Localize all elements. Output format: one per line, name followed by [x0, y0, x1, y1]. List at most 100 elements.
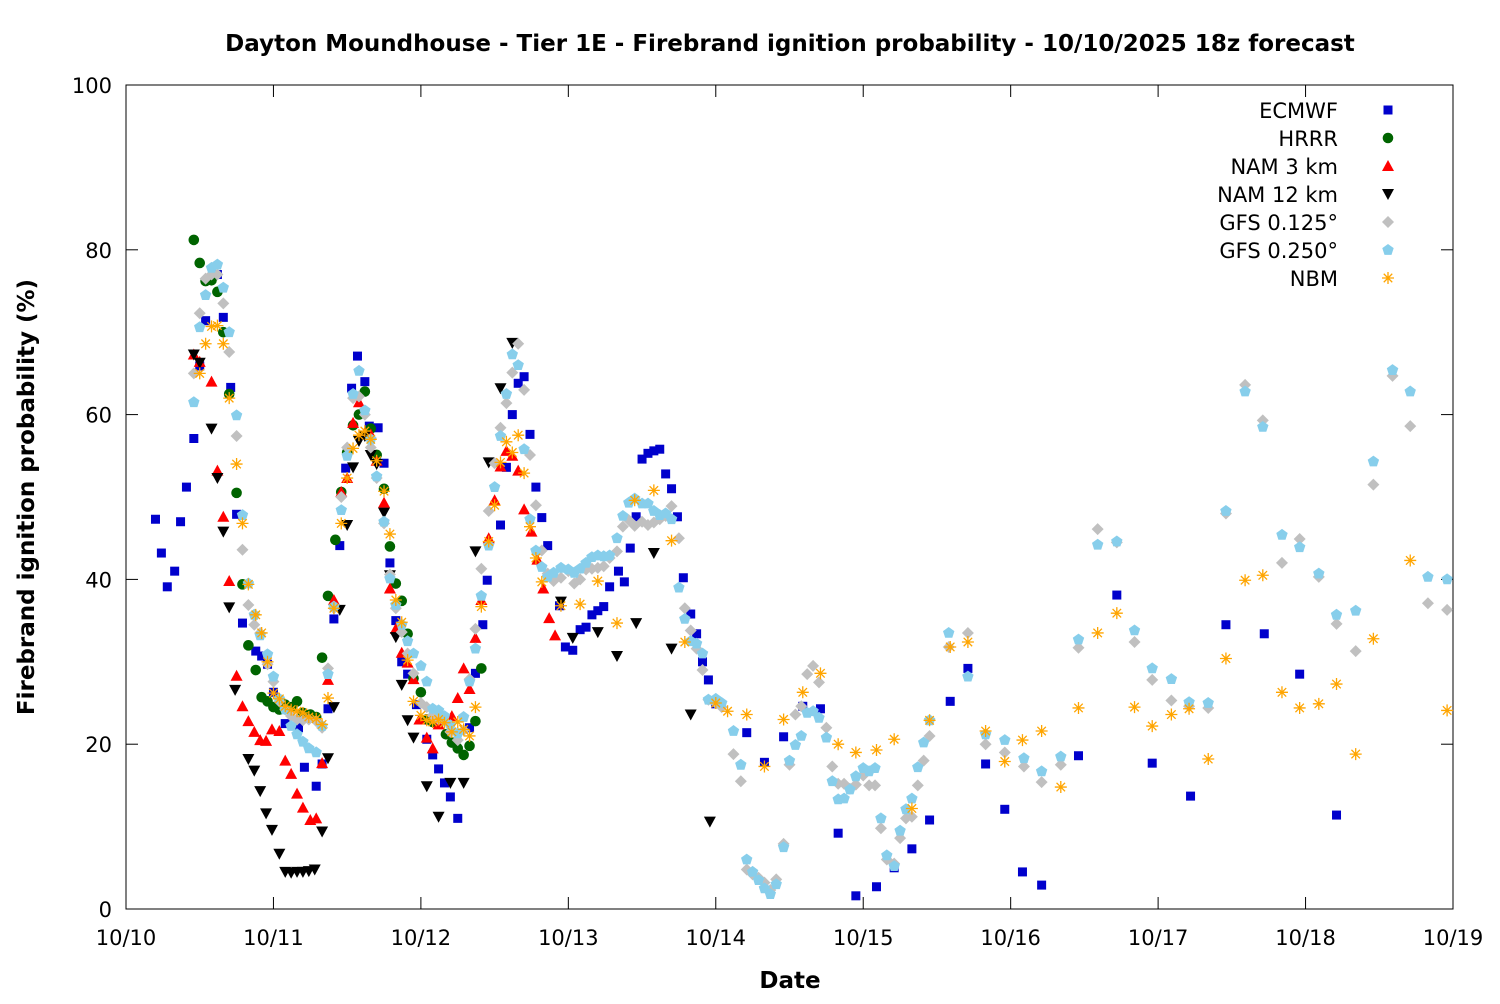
- legend: ECMWF HRRR NAM 3 km NAM 12 km GFS 0.125° GFS …: [1217, 99, 1394, 291]
- data-point-ecmwf: [379, 458, 389, 468]
- data-point-nbm: [1054, 781, 1067, 794]
- data-point-nbm: [647, 484, 660, 497]
- data-point-ecmwf: [385, 558, 395, 568]
- data-point-nbm: [758, 760, 771, 773]
- data-point-gfs-0-250: [463, 675, 476, 687]
- data-point-gfs-0-125: [1293, 533, 1306, 546]
- legend-label-gfs-0-125: GFS 0.125°: [1219, 211, 1338, 235]
- data-point-nbm: [665, 534, 678, 547]
- data-point-ecmwf: [981, 759, 991, 769]
- data-point-gfs-0-250: [500, 388, 513, 399]
- data-point-gfs-0-250: [789, 739, 802, 750]
- data-point-ecmwf: [201, 316, 211, 326]
- data-point-gfs-0-250: [869, 762, 881, 773]
- data-point-nbm: [296, 706, 309, 719]
- data-point-nam-3-km: [549, 629, 562, 641]
- data-point-gfs-0-250: [353, 364, 365, 376]
- data-point-ecmwf: [1017, 867, 1027, 877]
- data-point-ecmwf: [428, 750, 438, 760]
- data-point-gfs-0-125: [518, 383, 531, 396]
- data-point-gfs-0-250: [335, 504, 347, 515]
- data-point-nbm: [273, 692, 286, 705]
- data-point-ecmwf: [445, 792, 455, 802]
- data-point-gfs-0-125: [597, 560, 610, 573]
- data-point-ecmwf: [226, 382, 236, 392]
- data-point-nam-12-km: [364, 449, 377, 461]
- data-point-ecmwf: [170, 566, 180, 576]
- data-point-nam-12-km: [647, 548, 660, 560]
- data-point-gfs-0-250: [347, 388, 359, 399]
- data-point-nbm: [500, 435, 513, 448]
- data-point-gfs-0-250: [194, 321, 206, 333]
- data-point-nam-12-km: [432, 811, 445, 823]
- x-tick-label: 10/14: [686, 926, 747, 950]
- data-point-gfs-0-250: [267, 670, 280, 682]
- data-point-gfs-0-250: [536, 561, 548, 572]
- data-point-hrrr: [458, 749, 469, 761]
- data-point-nam-12-km: [684, 709, 697, 721]
- data-point-nbm: [407, 695, 420, 708]
- data-point-gfs-0-250: [764, 888, 776, 899]
- data-point-ecmwf: [1221, 620, 1231, 630]
- data-point-gfs-0-250: [611, 532, 623, 544]
- data-point-nam-3-km: [273, 725, 286, 737]
- legend-marker-nam-3-km: [1382, 160, 1394, 171]
- data-point-hrrr: [194, 257, 206, 269]
- data-point-nbm: [236, 517, 249, 530]
- data-point-gfs-0-125: [1091, 523, 1104, 536]
- data-point-gfs-0-125: [1146, 673, 1159, 686]
- data-point-ecmwf: [347, 383, 357, 393]
- data-point-nam-3-km: [378, 496, 391, 508]
- legend-label-nam-3-km: NAM 3 km: [1230, 155, 1338, 179]
- data-point-ecmwf: [672, 512, 682, 522]
- data-point-gfs-0-125: [979, 738, 992, 751]
- data-point-gfs-0-250: [506, 348, 518, 360]
- data-point-gfs-0-250: [673, 581, 685, 593]
- data-point-gfs-0-250: [999, 734, 1011, 745]
- data-point-gfs-0-125: [1017, 760, 1030, 773]
- data-point-nbm: [395, 616, 408, 629]
- data-point-nbm: [1202, 753, 1215, 766]
- x-axis-label: Date: [759, 968, 820, 994]
- data-point-gfs-0-250: [741, 853, 753, 865]
- data-point-ecmwf: [150, 514, 160, 524]
- data-point-gfs-0-250: [341, 449, 353, 461]
- data-point-ecmwf: [360, 377, 370, 387]
- data-point-nam-12-km: [378, 507, 391, 519]
- data-point-ecmwf: [625, 543, 635, 553]
- data-point-nbm: [610, 617, 623, 630]
- data-point-nbm: [961, 636, 974, 649]
- data-point-nam-12-km: [187, 349, 200, 361]
- series-ecmwf: [150, 270, 1342, 901]
- data-point-gfs-0-125: [1035, 776, 1048, 789]
- data-point-gfs-0-250: [469, 642, 482, 654]
- data-point-nbm: [721, 705, 734, 718]
- data-point-nam-3-km: [316, 757, 329, 769]
- data-point-ecmwf: [251, 646, 261, 656]
- data-point-gfs-0-250: [236, 509, 249, 520]
- data-point-gfs-0-250: [894, 824, 906, 836]
- data-point-nbm: [432, 713, 445, 726]
- y-tick-label: 60: [85, 404, 112, 428]
- series-nbm: [193, 319, 1454, 815]
- data-point-ecmwf: [465, 723, 475, 733]
- data-point-gfs-0-250: [642, 497, 654, 509]
- chart-title: Dayton Moundhouse - Tier 1E - Firebrand …: [225, 31, 1355, 57]
- data-point-nbm: [457, 723, 470, 736]
- data-point-nbm: [1239, 574, 1252, 587]
- data-point-gfs-0-250: [813, 711, 825, 723]
- data-point-ecmwf: [613, 566, 623, 576]
- data-point-gfs-0-250: [223, 326, 235, 338]
- data-points: [150, 234, 1454, 901]
- data-point-nam-12-km: [457, 777, 470, 789]
- data-point-ecmwf: [156, 548, 166, 558]
- data-point-gfs-0-250: [512, 359, 524, 370]
- series-nam-12-km: [187, 337, 716, 879]
- data-point-nbm: [438, 716, 451, 729]
- data-point-ecmwf: [403, 669, 413, 679]
- data-point-nam-3-km: [223, 575, 236, 587]
- data-point-ecmwf: [851, 891, 861, 901]
- y-tick-label: 0: [99, 898, 112, 922]
- data-point-nbm: [998, 755, 1011, 768]
- data-point-nbm: [591, 575, 604, 588]
